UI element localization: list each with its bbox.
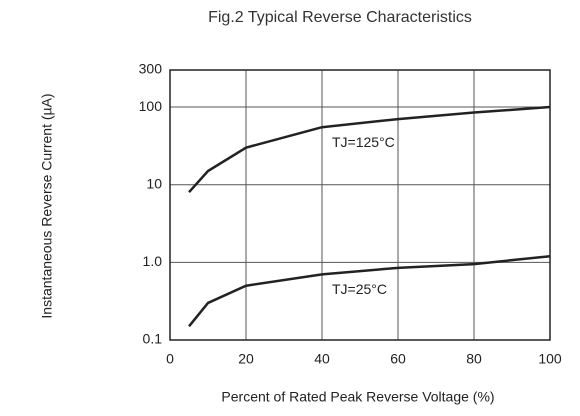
y-tick-label: 300: [139, 61, 163, 77]
x-tick-label: 80: [466, 351, 482, 367]
y-axis-label: Instantaneous Reverse Current (µA): [39, 93, 55, 318]
x-tick-label: 60: [390, 351, 406, 367]
x-tick-label: 0: [166, 351, 174, 367]
series-label: TJ=125°C: [332, 134, 395, 150]
x-tick-label: 40: [314, 351, 330, 367]
x-tick-label: 20: [238, 351, 254, 367]
y-tick-label: 10: [146, 175, 162, 191]
y-tick-label: 0.1: [143, 331, 163, 347]
y-tick-label: 100: [139, 98, 163, 114]
x-tick-label: 100: [538, 351, 562, 367]
series-line: [188, 254, 551, 328]
chart-title: Fig.2 Typical Reverse Characteristics: [208, 9, 472, 26]
x-axis-label: Percent of Rated Peak Reverse Voltage (%…: [221, 389, 494, 405]
y-tick-label: 1.0: [143, 253, 163, 269]
plot-frame: [169, 69, 551, 341]
series-label: TJ=25°C: [332, 281, 387, 297]
series-line: [188, 105, 551, 194]
